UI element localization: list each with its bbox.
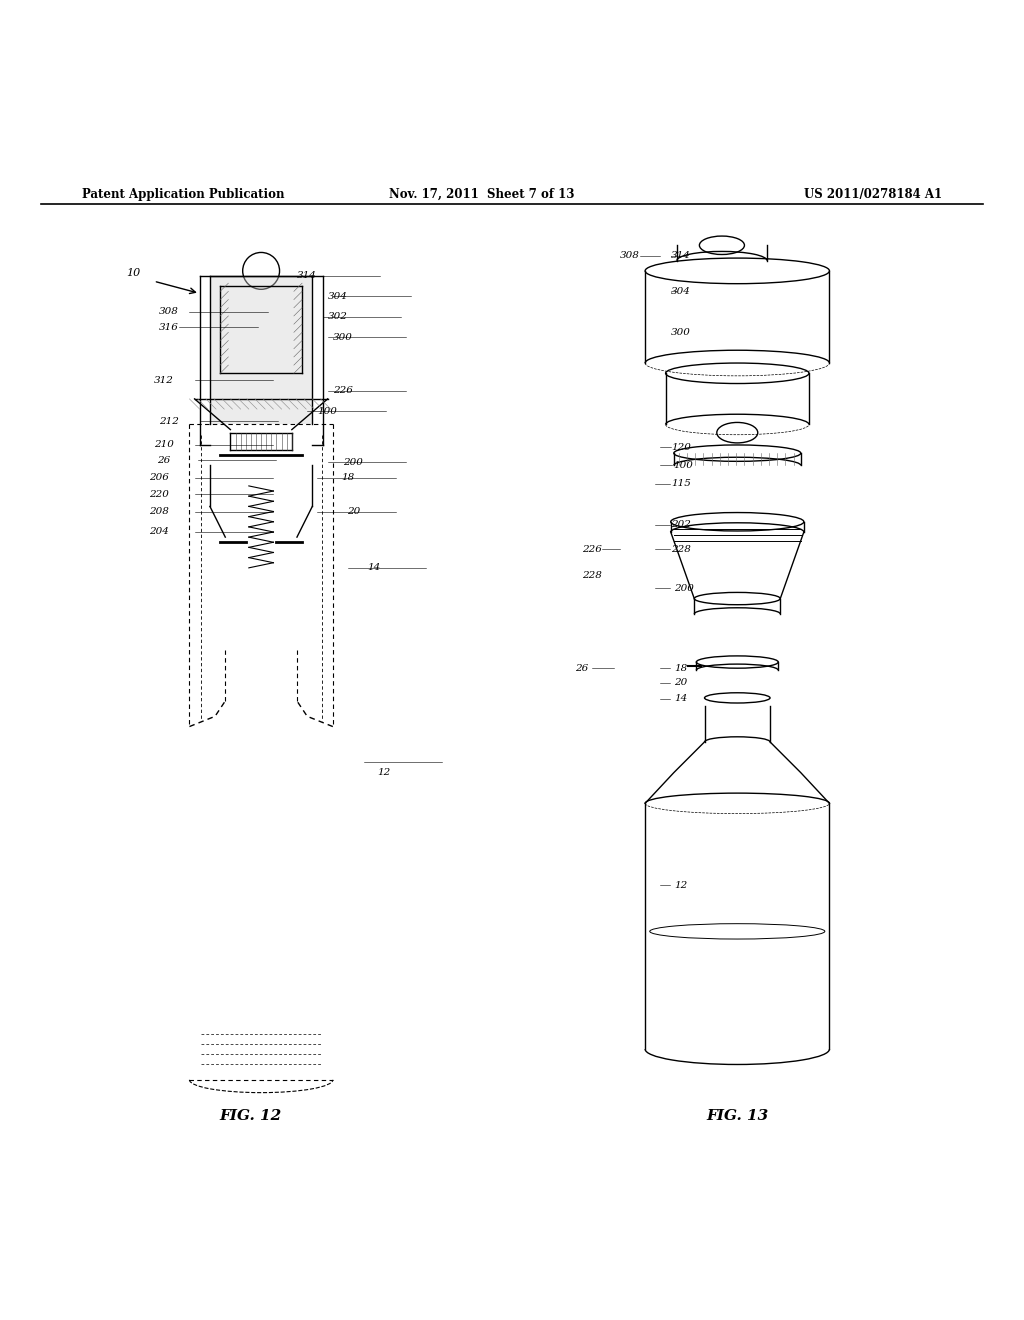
Text: Patent Application Publication: Patent Application Publication [82,187,285,201]
Text: 18: 18 [342,474,354,482]
Text: 220: 220 [148,490,169,499]
Text: 115: 115 [671,479,691,488]
Text: 14: 14 [675,694,687,704]
Text: 212: 212 [159,417,179,426]
Text: 10: 10 [126,268,140,279]
Text: 20: 20 [347,507,359,516]
Text: 120: 120 [671,442,691,451]
Text: 304: 304 [328,292,348,301]
Text: 210: 210 [154,441,174,449]
Text: 12: 12 [378,768,390,777]
Text: US 2011/0278184 A1: US 2011/0278184 A1 [804,187,942,201]
Text: 300: 300 [333,333,353,342]
Text: 314: 314 [297,272,317,281]
Text: 300: 300 [671,327,691,337]
Text: 226: 226 [582,545,602,554]
Text: 200: 200 [343,458,364,467]
Bar [210,276,312,425]
Text: 26: 26 [575,664,588,673]
Text: 200: 200 [674,583,694,593]
Text: 18: 18 [675,664,687,673]
Text: 14: 14 [368,564,380,573]
Text: 316: 316 [159,322,179,331]
Text: 304: 304 [671,286,691,296]
Text: FIG. 13: FIG. 13 [707,1109,768,1123]
Text: 208: 208 [148,507,169,516]
Text: Nov. 17, 2011  Sheet 7 of 13: Nov. 17, 2011 Sheet 7 of 13 [388,187,574,201]
Text: 308: 308 [620,251,640,260]
Text: 100: 100 [673,461,693,470]
Text: 202: 202 [671,520,691,529]
Text: 228: 228 [582,570,602,579]
Text: 204: 204 [148,528,169,536]
Text: 302: 302 [328,313,348,322]
Text: 228: 228 [671,545,691,554]
Text: 26: 26 [158,455,170,465]
Text: 226: 226 [333,387,353,395]
Text: 312: 312 [154,376,174,385]
Text: FIG. 12: FIG. 12 [220,1109,282,1123]
Text: 206: 206 [148,474,169,482]
Text: 100: 100 [317,407,338,416]
Text: 20: 20 [675,678,687,686]
Text: 308: 308 [159,308,179,317]
Text: 314: 314 [671,251,691,260]
Text: 12: 12 [675,880,687,890]
